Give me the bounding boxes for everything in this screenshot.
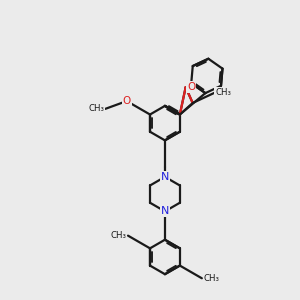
Text: CH₃: CH₃ bbox=[203, 274, 219, 283]
Text: O: O bbox=[123, 96, 131, 106]
Text: N: N bbox=[161, 172, 169, 182]
Text: CH₃: CH₃ bbox=[110, 231, 127, 240]
Text: CH₃: CH₃ bbox=[215, 88, 231, 97]
Text: N: N bbox=[161, 206, 169, 216]
Text: O: O bbox=[187, 82, 195, 92]
Text: CH₃: CH₃ bbox=[88, 104, 104, 113]
